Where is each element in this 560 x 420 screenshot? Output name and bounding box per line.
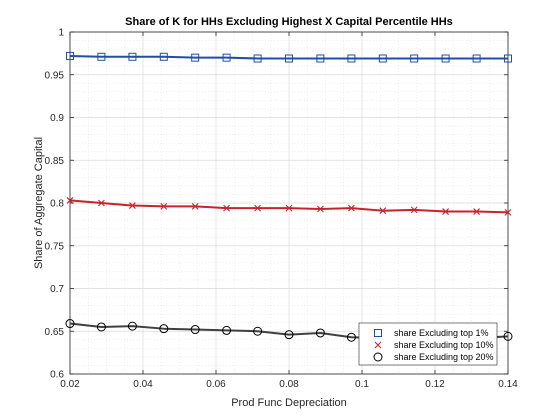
data-point-3 (346, 332, 356, 342)
data-point-1 (97, 52, 106, 61)
data-point-2 (223, 204, 230, 212)
data-point-1 (253, 54, 262, 63)
data-point-1 (504, 54, 512, 63)
y-axis-ticks: 0.6 0.65 0.7 0.75 0.8 0.85 0.9 0.95 1 (45, 28, 508, 381)
data-point-2 (442, 208, 449, 215)
data-point-2 (285, 204, 293, 212)
legend-marker-2 (374, 341, 382, 349)
data-point-1 (222, 53, 231, 62)
data-point-2 (160, 203, 168, 210)
x-tick-label: 0.06 (206, 379, 226, 390)
data-point-3 (159, 324, 169, 334)
series-1 (66, 51, 512, 63)
y-tick-label: 0.7 (50, 284, 64, 295)
x-tick-label: 0.08 (279, 379, 299, 390)
data-point-2 (98, 199, 105, 207)
legend-items (373, 329, 383, 362)
data-point-1 (66, 51, 74, 60)
data-point-3 (315, 328, 325, 338)
x-tick-label: 0.14 (498, 379, 518, 390)
data-point-2 (191, 203, 199, 210)
data-point-1 (378, 54, 387, 63)
y-tick-label: 0.85 (45, 156, 65, 167)
data-point-3 (222, 325, 232, 335)
legend-label-series-2: share Excluding top 10% (394, 340, 494, 350)
data-point-3 (127, 321, 137, 331)
data-point-2 (348, 204, 355, 212)
data-point-1 (285, 54, 293, 63)
data-point-3 (190, 325, 200, 335)
data-point-2 (66, 197, 74, 204)
chart-title: Share of K for HHs Excluding Highest X C… (125, 16, 453, 28)
y-tick-label: 0.95 (45, 70, 65, 81)
y-tick-label: 1 (58, 28, 64, 39)
x-tick-label: 0.02 (60, 379, 80, 390)
legend-marker-1 (374, 329, 382, 337)
y-tick-label: 0.65 (45, 327, 65, 338)
y-tick-label: 0.8 (50, 199, 64, 210)
data-point-3 (284, 330, 294, 340)
data-point-1 (441, 54, 450, 63)
data-point-3 (253, 326, 263, 336)
data-point-2 (129, 202, 136, 209)
data-point-2 (254, 204, 261, 212)
data-point-1 (472, 54, 481, 63)
data-point-1 (316, 54, 325, 63)
legend-marker-3 (373, 352, 383, 362)
x-axis-label: Prod Func Depreciation (231, 397, 347, 409)
data-point-1 (191, 53, 200, 62)
data-point-2 (410, 206, 418, 214)
data-point-1 (410, 54, 419, 63)
data-point-2 (379, 207, 387, 215)
data-point-1 (159, 52, 168, 61)
legend-label-series-3: share Excluding top 20% (394, 352, 494, 362)
data-point-3 (503, 331, 513, 341)
data-point-1 (128, 52, 137, 61)
x-tick-label: 0.1 (355, 379, 369, 390)
y-tick-label: 0.9 (50, 113, 64, 124)
data-point-2 (473, 208, 480, 215)
y-tick-label: 0.6 (50, 370, 64, 381)
legend: share Excluding top 1% share Excluding t… (358, 322, 498, 366)
y-tick-label: 0.75 (45, 241, 65, 252)
x-axis-ticks: 0.02 0.04 0.06 0.08 0.1 0.12 0.14 (60, 32, 518, 390)
data-point-3 (96, 322, 106, 332)
data-point-2 (504, 209, 512, 216)
y-axis-label: Share of Aggregate Capital (33, 137, 45, 269)
series-line-1 (69, 54, 508, 60)
data-point-3 (65, 319, 75, 329)
x-tick-label: 0.04 (133, 379, 153, 390)
data-point-2 (317, 205, 324, 213)
data-point-1 (347, 54, 356, 63)
legend-label-series-1: share Excluding top 1% (394, 328, 489, 338)
series-2 (66, 197, 512, 216)
x-tick-label: 0.12 (425, 379, 445, 390)
